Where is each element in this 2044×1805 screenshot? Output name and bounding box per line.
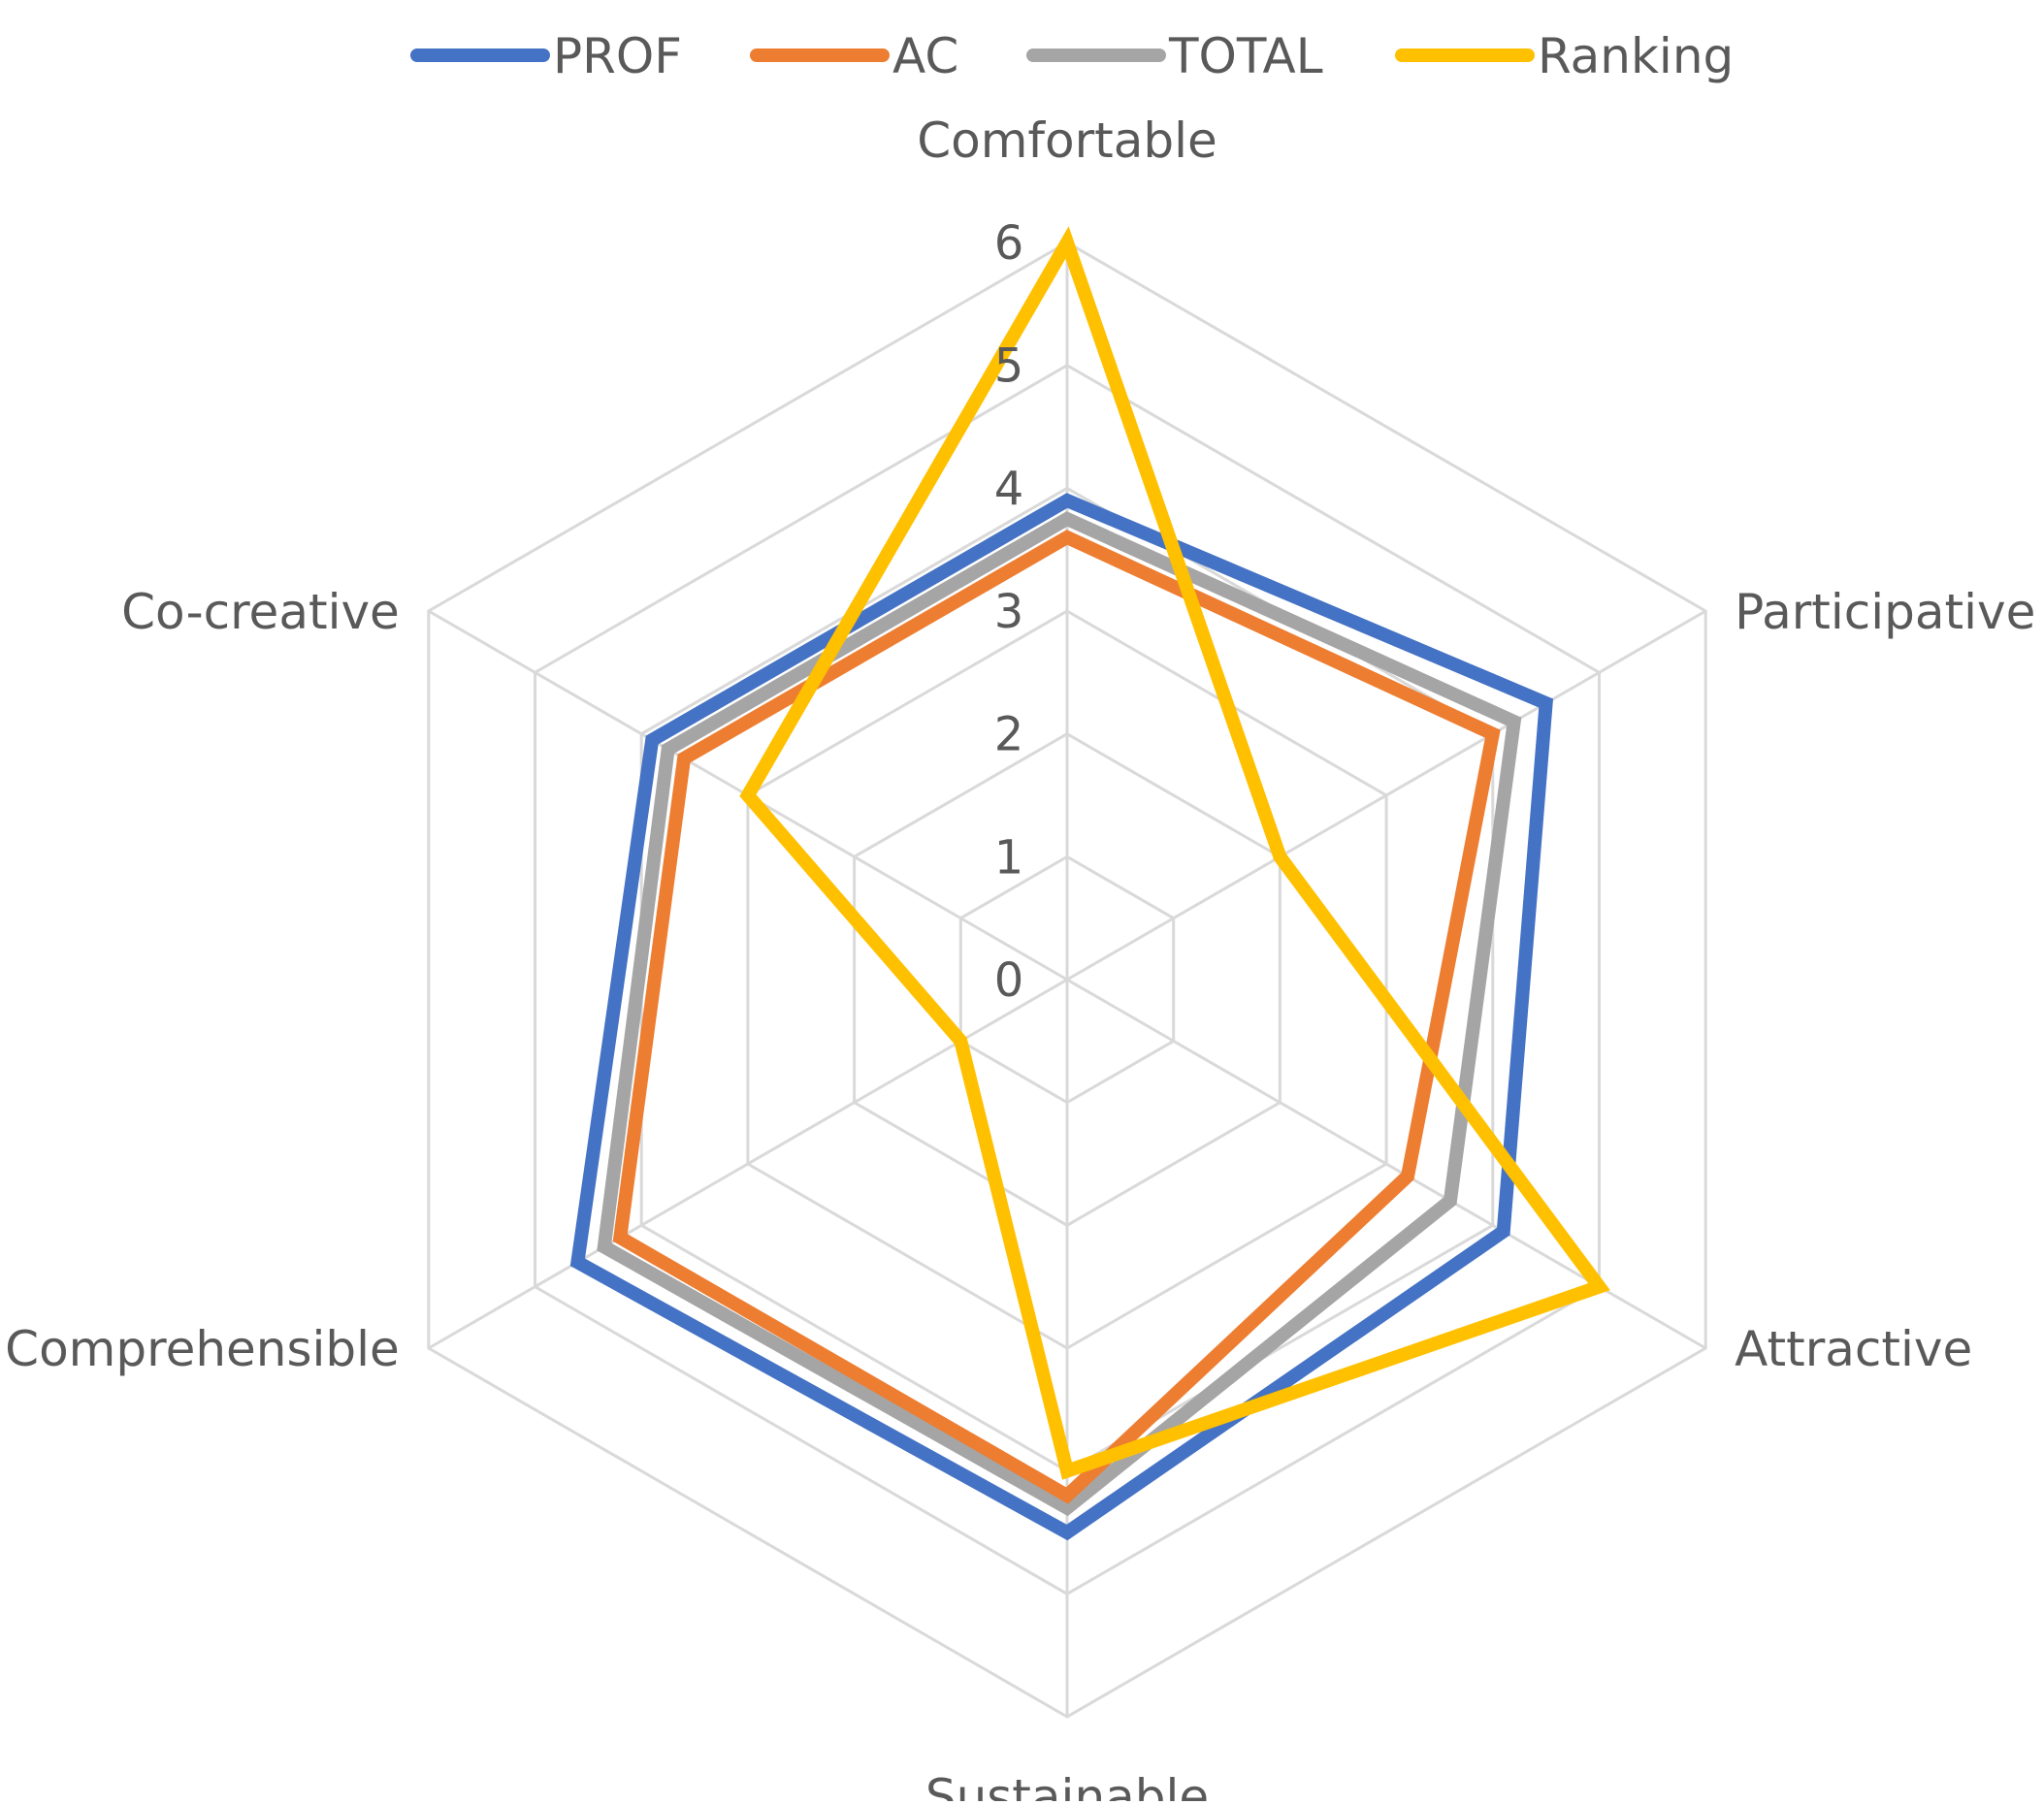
axis-label-comfortable: Comfortable <box>917 113 1217 169</box>
axis-label-co-creative: Co-creative <box>121 584 400 640</box>
legend-label-total: TOTAL <box>1168 28 1323 84</box>
tick-label-2: 2 <box>994 708 1024 762</box>
tick-label-3: 3 <box>994 585 1024 639</box>
series-ranking <box>739 226 1610 1480</box>
tick-label-4: 4 <box>994 462 1024 516</box>
series-prof <box>569 493 1554 1541</box>
axis-labels: Comfortable Participative Attractive Sustai… <box>5 113 2035 1805</box>
series-ac <box>612 530 1501 1504</box>
axis-label-comprehensible: Comprehensible <box>5 1321 400 1377</box>
tick-label-6: 6 <box>994 216 1024 271</box>
series-group <box>569 226 1610 1541</box>
legend-label-ranking: Ranking <box>1538 28 1734 84</box>
axis-label-sustainable: Sustainable <box>925 1769 1209 1801</box>
tick-label-5: 5 <box>994 339 1024 394</box>
tick-label-1: 1 <box>994 830 1024 885</box>
tick-labels: 0 1 2 3 4 5 6 <box>994 216 1024 1008</box>
legend-label-ac: AC <box>892 28 958 84</box>
axis-label-attractive: Attractive <box>1735 1321 1972 1377</box>
series-total <box>597 511 1522 1517</box>
legend-label-prof: PROF <box>553 28 682 84</box>
spoke-participative <box>1066 609 1706 982</box>
tick-label-0: 0 <box>994 953 1024 1008</box>
legend: PROF AC TOTAL Ranking <box>410 28 1734 84</box>
axis-label-participative: Participative <box>1735 584 2035 640</box>
